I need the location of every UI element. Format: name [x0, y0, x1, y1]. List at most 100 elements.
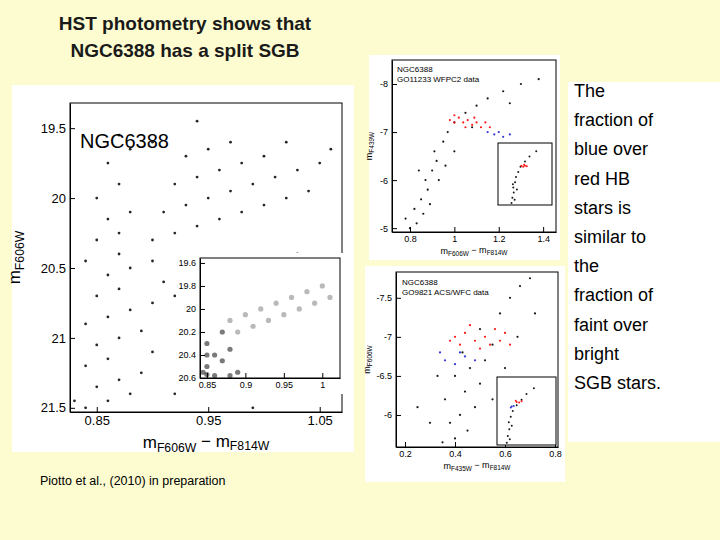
x-tick-mark — [499, 227, 500, 232]
point — [185, 155, 188, 158]
point — [464, 390, 466, 392]
point — [447, 131, 449, 133]
slide-canvas: HST photometry shows thatNGC6388 has a s… — [0, 0, 720, 540]
x-tick-label: 0.6 — [499, 449, 512, 459]
point — [533, 387, 535, 389]
point — [508, 421, 510, 423]
point — [151, 350, 154, 353]
y-axis-line — [70, 104, 71, 413]
chart — [497, 377, 556, 445]
point — [479, 383, 481, 385]
point — [84, 260, 87, 263]
point — [416, 222, 418, 224]
y-axis: -8-7-6-5 — [380, 61, 397, 234]
x-tick-mark — [208, 407, 209, 412]
point — [515, 400, 517, 402]
y-tick: 19.8 — [178, 281, 205, 291]
note-line: stars is — [574, 198, 631, 218]
point — [263, 155, 266, 158]
y-tick-label: 20 — [186, 304, 196, 314]
x-tick: 0.85 — [199, 373, 217, 390]
y-tick: -7.5 — [376, 293, 401, 303]
point — [510, 416, 512, 418]
point — [404, 217, 406, 219]
point — [509, 133, 511, 135]
y-tick-mark — [392, 132, 397, 133]
y-axis-title: mF439W — [364, 131, 375, 160]
x-tick-mark — [405, 442, 406, 447]
point — [474, 406, 476, 408]
y-tick: -6 — [380, 175, 397, 185]
point — [504, 367, 506, 369]
point — [494, 328, 496, 330]
y-tick: 20.5 — [41, 261, 75, 276]
point — [129, 309, 132, 312]
point — [508, 428, 510, 430]
x-tick: 0.2 — [399, 442, 412, 459]
point — [469, 367, 471, 369]
point — [140, 330, 143, 333]
x-axis-title: mF606W − mF814W — [441, 245, 509, 257]
y-tick: 19.5 — [41, 121, 75, 136]
point — [454, 336, 456, 338]
point — [151, 239, 154, 242]
x-tick-mark — [455, 442, 456, 447]
x-tick-label: 0.8 — [549, 449, 562, 459]
y-axis-title: mF606W — [362, 344, 373, 373]
point — [73, 399, 76, 402]
point — [480, 126, 482, 128]
point — [204, 352, 209, 357]
point — [107, 274, 110, 277]
point — [509, 102, 511, 104]
point — [151, 302, 154, 305]
slide-title: HST photometry shows that — [59, 13, 312, 34]
point — [424, 179, 426, 181]
y-tick-mark — [396, 376, 401, 377]
point — [118, 378, 121, 381]
point — [204, 364, 209, 369]
point — [162, 211, 165, 214]
point — [499, 340, 501, 342]
point — [207, 148, 210, 151]
point — [140, 371, 143, 374]
point — [514, 199, 516, 201]
point — [173, 392, 176, 395]
x-tick-mark — [320, 407, 321, 412]
point — [220, 358, 225, 363]
point — [207, 197, 210, 200]
point — [489, 126, 491, 128]
point — [218, 218, 221, 221]
x-tick: 0.9 — [240, 373, 253, 390]
point — [266, 318, 271, 323]
x-tick-label: 0.8 — [404, 234, 417, 244]
chart: 0.850.90.95119.619.82020.220.420.6 — [176, 253, 345, 394]
point — [523, 164, 525, 166]
y-tick-label: -8 — [380, 79, 388, 89]
point — [464, 126, 466, 128]
plot-frame — [396, 272, 558, 447]
point — [520, 83, 522, 85]
point — [511, 197, 513, 199]
point — [285, 197, 288, 200]
y-tick-label: -7.5 — [376, 293, 392, 303]
point — [454, 363, 456, 365]
x-tick-label: 1 — [320, 380, 325, 390]
panel — [568, 82, 720, 442]
point — [453, 121, 455, 123]
note-line: red HB — [574, 169, 630, 189]
x-tick-label: 1.4 — [537, 234, 550, 244]
point — [258, 306, 263, 311]
plot-frame — [392, 60, 556, 232]
point — [95, 295, 98, 298]
point — [327, 295, 332, 300]
point — [453, 114, 455, 116]
point — [235, 370, 240, 375]
y-tick: -6 — [384, 410, 401, 420]
x-tick: 0.95 — [276, 373, 294, 390]
point — [509, 297, 511, 299]
point — [454, 375, 456, 377]
x-tick: 0.95 — [196, 407, 221, 428]
y-tick-label: -6 — [384, 410, 392, 420]
point — [196, 225, 199, 228]
point — [519, 285, 521, 287]
